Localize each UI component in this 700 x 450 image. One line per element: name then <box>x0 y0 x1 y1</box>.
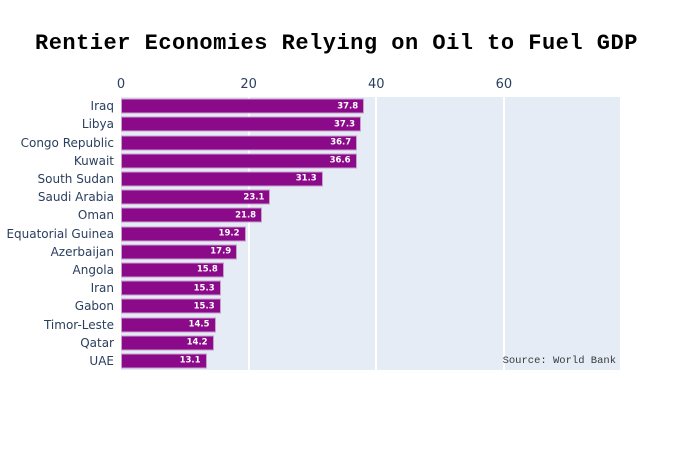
bar: 15.8 <box>121 262 224 278</box>
category-label: Timor-Leste <box>43 317 114 332</box>
value-label: 15.3 <box>193 301 215 312</box>
bar-rows: Iraq 37.8 Libya 37.3 Congo Republic 36.7… <box>6 97 620 370</box>
category-label: UAE <box>89 353 114 368</box>
bar-row: Kuwait 36.6 <box>74 152 620 170</box>
bar-row: Azerbaijan 17.9 <box>51 243 620 261</box>
bar-row: Gabon 15.3 <box>75 297 620 315</box>
value-label: 14.5 <box>188 319 210 330</box>
bar-row: Angola 15.8 <box>73 261 620 279</box>
category-label: Angola <box>72 262 114 277</box>
bar-row: Equatorial Guinea 19.2 <box>6 224 620 242</box>
plot-area: 0 20 40 60 Iraq 37.8 Libya 37.3 Congo Repub… <box>6 77 620 370</box>
bar: 31.3 <box>121 171 323 187</box>
bar: 15.3 <box>121 298 221 314</box>
bar: 36.6 <box>121 153 357 169</box>
bar-row: Iran 15.3 <box>91 279 620 297</box>
source-annotation: Source: World Bank <box>502 355 616 367</box>
bar-row: Libya 37.3 <box>82 115 620 133</box>
category-label: Azerbaijan <box>50 244 114 259</box>
x-tick-label: 20 <box>240 77 257 92</box>
category-label: Congo Republic <box>20 135 114 150</box>
bar-row: Saudi Arabia 23.1 <box>38 188 620 206</box>
bar: 21.8 <box>121 207 263 223</box>
bar: 36.7 <box>121 135 358 150</box>
value-label: 31.3 <box>295 173 317 184</box>
category-label: Gabon <box>74 299 114 314</box>
bar-row: Qatar 14.2 <box>80 334 620 352</box>
category-label: Saudi Arabia <box>37 190 114 205</box>
category-label: Libya <box>81 117 114 132</box>
bar-row: South Sudan 31.3 <box>38 170 620 188</box>
bar: 15.3 <box>121 280 221 296</box>
bar: 14.2 <box>121 335 214 351</box>
bar: 19.2 <box>121 226 246 242</box>
category-label: Equatorial Guinea <box>6 226 114 241</box>
value-label: 13.1 <box>179 355 201 366</box>
gridline <box>247 97 250 370</box>
bar-row: Iraq 37.8 <box>91 97 620 115</box>
bar-row: Oman 21.8 <box>78 206 620 224</box>
category-label: Iran <box>90 281 114 296</box>
value-label: 37.3 <box>334 119 355 130</box>
bar: 23.1 <box>121 189 271 205</box>
value-label: 37.8 <box>337 101 359 112</box>
bar-row: Congo Republic 36.7 <box>21 133 620 151</box>
value-label: 15.8 <box>196 264 218 275</box>
x-tick-label: 0 <box>116 77 126 92</box>
value-label: 15.3 <box>193 283 215 294</box>
category-label: Qatar <box>80 335 114 350</box>
bar: 13.1 <box>121 353 207 369</box>
category-label: Oman <box>77 208 114 223</box>
chart-title: Rentier Economies Relying on Oil to Fuel… <box>35 31 638 56</box>
category-label: Iraq <box>90 99 114 114</box>
category-label: Kuwait <box>73 153 114 168</box>
category-label: South Sudan <box>37 171 115 186</box>
gridline <box>502 97 505 370</box>
bar: 37.8 <box>121 98 365 114</box>
value-label: 19.2 <box>218 228 240 239</box>
x-tick-label: 40 <box>367 77 385 92</box>
bar-row: Timor-Leste 14.5 <box>44 315 620 333</box>
value-label: 17.9 <box>210 246 232 257</box>
bar: 14.5 <box>121 317 216 333</box>
bar: 17.9 <box>121 244 238 260</box>
bar-row: UAE 13.1 <box>89 352 620 370</box>
bar: 37.3 <box>121 116 361 132</box>
value-label: 14.2 <box>186 337 208 348</box>
value-label: 21.8 <box>235 210 257 221</box>
value-label: 36.6 <box>329 155 351 166</box>
value-label: 36.7 <box>330 137 352 148</box>
x-tick-label: 60 <box>495 77 513 92</box>
gridline <box>375 97 378 370</box>
value-label: 23.1 <box>243 192 265 203</box>
